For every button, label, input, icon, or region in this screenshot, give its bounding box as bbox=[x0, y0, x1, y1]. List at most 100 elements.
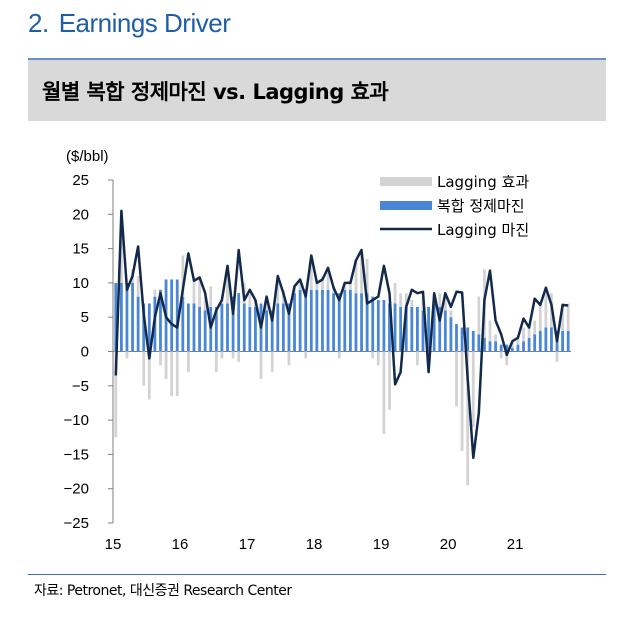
margin-bar bbox=[365, 293, 369, 352]
lag-effect-bar bbox=[455, 351, 458, 407]
lag-effect-bar bbox=[270, 351, 274, 373]
margin-bar bbox=[209, 306, 213, 352]
margin-bar bbox=[499, 344, 503, 352]
bottom-divider bbox=[28, 574, 606, 575]
x-tick-label: 15 bbox=[105, 536, 122, 553]
lag-effect-bar bbox=[404, 293, 408, 307]
margin-bar bbox=[332, 293, 336, 352]
unit-label: ($/bbl) bbox=[66, 148, 109, 165]
margin-bar bbox=[231, 296, 235, 352]
y-tick-label: −20 bbox=[64, 481, 89, 498]
margin-bar bbox=[114, 282, 118, 352]
title-divider bbox=[28, 58, 606, 60]
bars bbox=[114, 210, 570, 486]
lag-effect-bar bbox=[382, 351, 386, 434]
margin-bar bbox=[399, 306, 403, 352]
x-tick-label: 19 bbox=[373, 536, 390, 553]
y-tick-label: 5 bbox=[81, 309, 89, 326]
legend-label-composite-margin: 복합 정제마진 bbox=[437, 197, 525, 215]
lag-effect-bar bbox=[354, 258, 358, 294]
margin-bar bbox=[326, 289, 330, 352]
margin-bar bbox=[388, 303, 391, 352]
margin-bar bbox=[393, 303, 397, 352]
x-tick-label: 20 bbox=[440, 536, 457, 553]
lag-effect-bar bbox=[259, 351, 263, 379]
margin-bar bbox=[198, 306, 201, 352]
margin-bar bbox=[427, 306, 430, 352]
lag-effect-bar bbox=[159, 351, 162, 366]
margin-bar bbox=[220, 303, 224, 352]
margin-bar bbox=[466, 327, 470, 352]
margin-bar bbox=[455, 324, 458, 352]
lag-effect-bar bbox=[153, 289, 157, 297]
section-title: 2. Earnings Driver bbox=[28, 8, 231, 39]
y-tick-label: −10 bbox=[64, 412, 89, 429]
margin-bar bbox=[516, 344, 520, 352]
lag-effect-bar bbox=[538, 303, 542, 331]
margin-bar bbox=[404, 306, 408, 352]
margin-bar bbox=[270, 310, 274, 352]
margin-bar bbox=[505, 344, 509, 352]
margin-bar bbox=[550, 327, 553, 352]
lag-effect-bar bbox=[164, 351, 168, 379]
lag-effect-bar bbox=[499, 351, 503, 359]
margin-bar bbox=[142, 303, 146, 352]
lag-effect-bar bbox=[365, 258, 369, 294]
y-tick-label: 25 bbox=[72, 172, 89, 189]
margin-bar bbox=[510, 348, 514, 352]
margin-bar bbox=[159, 289, 162, 352]
margin-bar bbox=[125, 282, 129, 352]
margin-bar bbox=[248, 306, 252, 352]
margin-bar bbox=[136, 296, 140, 352]
x-tick-label: 17 bbox=[239, 536, 256, 553]
lag-effect-bar bbox=[561, 303, 565, 331]
lag-effect-bar bbox=[527, 327, 531, 338]
margin-bar bbox=[237, 293, 241, 352]
margin-bar bbox=[376, 300, 380, 352]
lag-effect-bar bbox=[505, 351, 509, 366]
margin-bar bbox=[488, 341, 492, 352]
lag-effect-bar bbox=[214, 351, 218, 373]
lag-effect-bar bbox=[226, 269, 229, 304]
lag-effect-bar bbox=[187, 351, 190, 373]
lag-effect-bar bbox=[555, 351, 559, 362]
lag-effect-bar bbox=[371, 351, 375, 359]
margin-bar bbox=[410, 306, 414, 352]
lag-effect-bar bbox=[510, 341, 514, 349]
lag-effect-bar bbox=[399, 293, 403, 307]
lag-effect-bar bbox=[114, 351, 118, 438]
margin-bar bbox=[187, 303, 190, 352]
lag-effect-bar bbox=[142, 351, 146, 386]
margin-bar bbox=[119, 282, 123, 352]
margin-bar bbox=[192, 303, 196, 352]
lag-effect-bar bbox=[516, 337, 520, 345]
lag-effect-bar bbox=[348, 282, 352, 290]
margin-bar bbox=[449, 317, 453, 352]
margin-bar bbox=[416, 306, 419, 352]
lag-effect-bar bbox=[309, 255, 313, 290]
margin-bar bbox=[242, 303, 246, 352]
lag-effect-bar bbox=[494, 334, 497, 342]
lag-effect-bar bbox=[248, 293, 252, 307]
lag-effect-bar bbox=[276, 282, 280, 304]
lag-effect-bar bbox=[209, 286, 213, 307]
lag-effect-bar bbox=[147, 351, 151, 400]
line-layer bbox=[114, 209, 569, 460]
y-tick-label: −25 bbox=[64, 515, 89, 532]
lag-effect-bar bbox=[544, 293, 548, 328]
lag-effect-bar bbox=[533, 320, 537, 335]
lag-effect-bar bbox=[376, 351, 380, 366]
margin-bar bbox=[170, 279, 174, 352]
x-axis: 15 16 17 18 19 20 21 bbox=[105, 351, 571, 553]
lag-effect-bar bbox=[466, 351, 470, 486]
margin-bar bbox=[432, 303, 436, 352]
y-tick-label: 0 bbox=[81, 344, 89, 361]
lag-effect-bar bbox=[443, 293, 447, 311]
lagging-margin-line bbox=[114, 209, 569, 460]
legend-swatch-lagging-effect bbox=[380, 177, 432, 186]
chart-title: 월별 복합 정제마진 vs. Lagging 효과 bbox=[42, 80, 389, 104]
margin-bar bbox=[443, 310, 447, 352]
lag-effect-bar bbox=[477, 296, 481, 335]
margin-bar bbox=[304, 289, 308, 352]
lag-effect-bar bbox=[287, 351, 291, 366]
